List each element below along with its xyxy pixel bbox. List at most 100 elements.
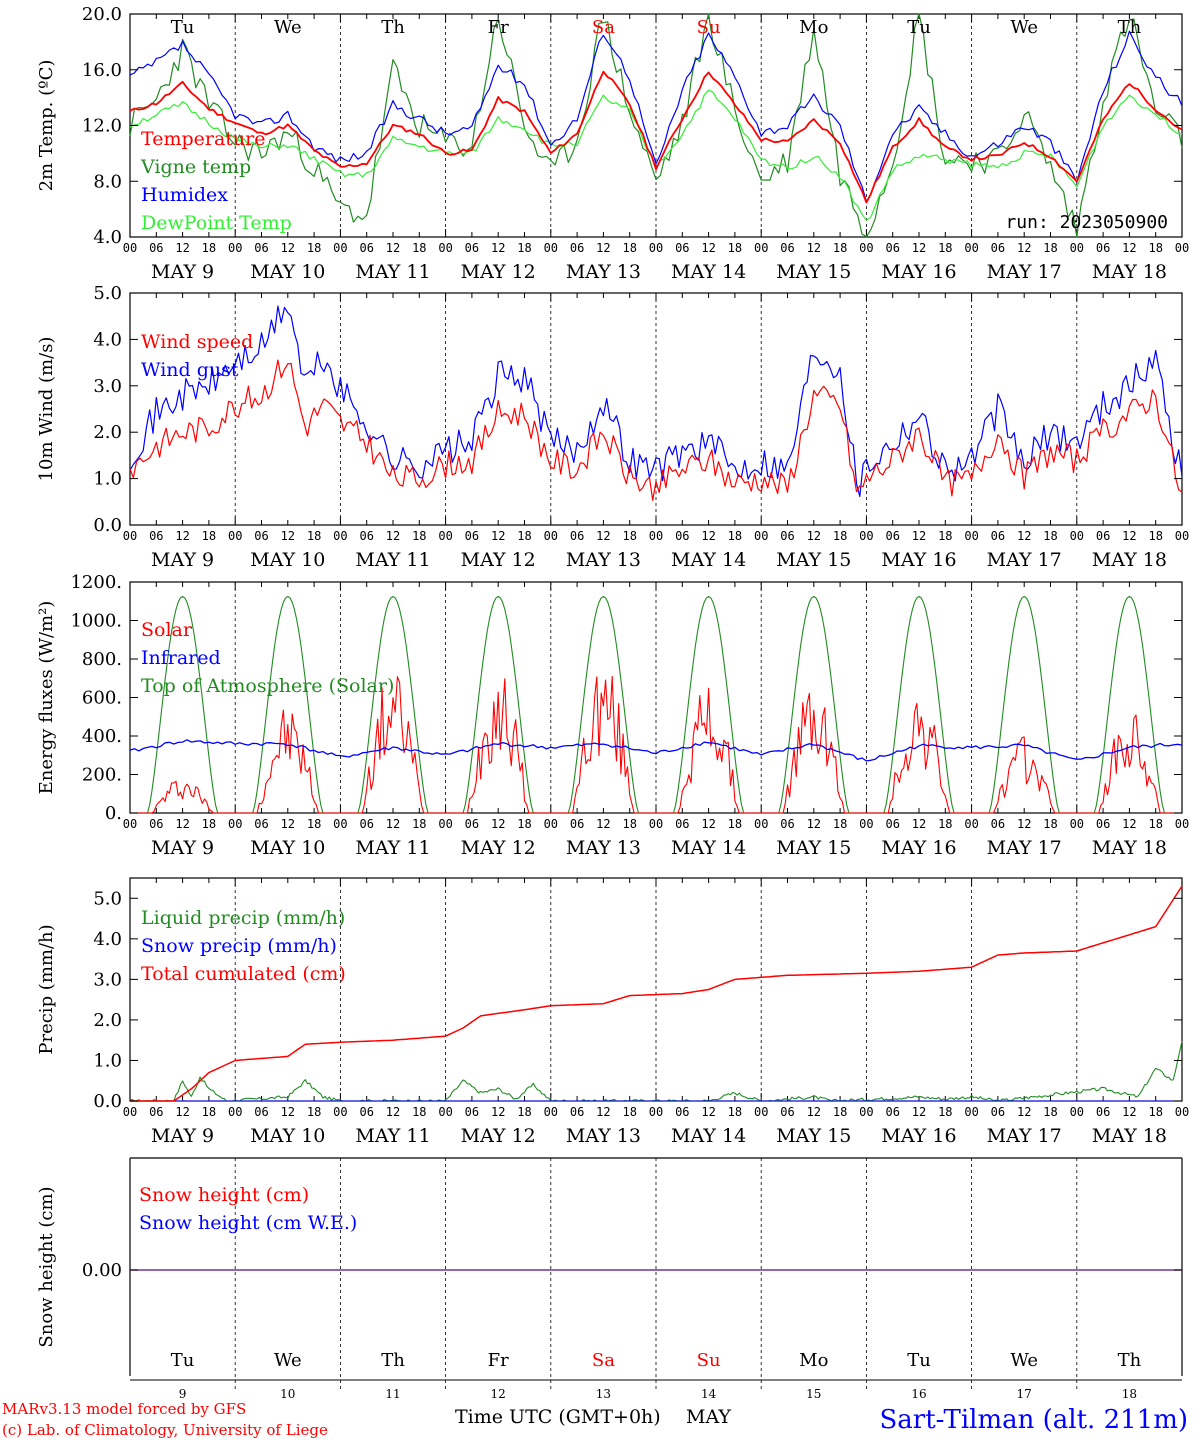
hour-tick-label: 18 — [1043, 817, 1057, 831]
run-label: run: 2023050900 — [1005, 212, 1168, 233]
hour-tick-label: 12 — [175, 1105, 189, 1119]
hour-tick-label: 18 — [202, 1105, 216, 1119]
hour-tick-label: 00 — [544, 529, 558, 543]
hour-tick-label: 12 — [1017, 817, 1031, 831]
hour-tick-label: 12 — [701, 817, 715, 831]
y-tick-label: 0.00 — [82, 1260, 122, 1281]
hour-tick-label: 06 — [1096, 529, 1110, 543]
hour-tick-label: 18 — [202, 817, 216, 831]
hour-tick-label: 18 — [938, 241, 952, 255]
hour-tick-label: 00 — [754, 1105, 768, 1119]
hour-tick-label: 06 — [675, 1105, 689, 1119]
hour-tick-label: 06 — [359, 241, 373, 255]
hour-tick-label: 12 — [1017, 241, 1031, 255]
date-label: MAY 11 — [355, 837, 430, 859]
hour-tick-label: 18 — [412, 817, 426, 831]
hour-tick-label: 00 — [123, 529, 137, 543]
hour-tick-label: 00 — [649, 1105, 663, 1119]
series-line-blue — [129, 30, 1183, 202]
hour-tick-label: 06 — [359, 817, 373, 831]
y-axis-label: 2m Temp. (ºC) — [36, 60, 57, 192]
y-tick-label: 2.0 — [93, 1010, 122, 1031]
station-label: Sart-Tilman (alt. 211m) — [879, 1405, 1188, 1435]
y-tick-label: 600. — [82, 688, 122, 709]
hour-tick-label: 00 — [123, 1105, 137, 1119]
date-label: MAY 10 — [250, 1125, 325, 1147]
hour-tick-label: 06 — [570, 817, 584, 831]
hour-tick-label: 18 — [938, 817, 952, 831]
hour-tick-label: 00 — [123, 241, 137, 255]
hour-tick-label: 00 — [438, 529, 452, 543]
series-line-blue — [129, 305, 1183, 498]
hour-tick-label: 18 — [202, 241, 216, 255]
date-label: MAY 9 — [151, 261, 214, 283]
date-label: MAY 12 — [461, 261, 536, 283]
hour-tick-label: 18 — [412, 1105, 426, 1119]
y-tick-label: 1200. — [70, 572, 122, 593]
hour-tick-label: 06 — [675, 241, 689, 255]
credit-line-1: MARv3.13 model forced by GFS — [2, 1400, 246, 1418]
y-tick-label: 1.0 — [93, 1050, 122, 1071]
weekday-label: Mo — [799, 17, 828, 38]
hour-tick-label: 06 — [465, 817, 479, 831]
hour-tick-label: 12 — [807, 241, 821, 255]
day-number-label: 12 — [491, 1387, 506, 1401]
legend-entry: Infrared — [141, 647, 221, 669]
hour-tick-label: 06 — [675, 817, 689, 831]
date-label: MAY 15 — [776, 1125, 851, 1147]
hour-tick-label: 12 — [281, 817, 295, 831]
day-number-label: 11 — [385, 1387, 400, 1401]
hour-tick-label: 18 — [517, 817, 531, 831]
hour-tick-label: 00 — [123, 817, 137, 831]
hour-tick-label: 12 — [596, 817, 610, 831]
y-tick-label: 20.0 — [82, 4, 122, 25]
hour-tick-label: 12 — [281, 241, 295, 255]
date-label: MAY 14 — [671, 261, 746, 283]
date-label: MAY 10 — [250, 549, 325, 571]
series-line-green — [129, 13, 1183, 238]
hour-tick-label: 06 — [1096, 241, 1110, 255]
hour-tick-label: 00 — [859, 241, 873, 255]
legend-entry: Temperature — [141, 128, 265, 150]
date-label: MAY 9 — [151, 1125, 214, 1147]
y-tick-label: 8.0 — [93, 171, 122, 192]
weekday-label: We — [1010, 17, 1038, 38]
date-label: MAY 16 — [881, 261, 956, 283]
weekday-label: Mo — [799, 1350, 828, 1371]
date-label: MAY 18 — [1092, 261, 1167, 283]
hour-tick-label: 00 — [333, 1105, 347, 1119]
weekday-label: Su — [697, 1350, 721, 1371]
weekday-label: Tu — [907, 17, 931, 38]
day-number-label: 10 — [280, 1387, 295, 1401]
hour-tick-label: 18 — [517, 529, 531, 543]
hour-tick-label: 00 — [859, 1105, 873, 1119]
hour-tick-label: 00 — [1070, 241, 1084, 255]
y-tick-label: 5.0 — [93, 283, 122, 304]
y-tick-label: 1000. — [70, 611, 122, 632]
x-axis-label: Time UTC (GMT+0h) — [455, 1406, 661, 1428]
hour-tick-label: 00 — [544, 241, 558, 255]
hour-tick-label: 06 — [991, 241, 1005, 255]
date-label: MAY 14 — [671, 837, 746, 859]
hour-tick-label: 12 — [491, 241, 505, 255]
date-label: MAY 11 — [355, 261, 430, 283]
hour-tick-label: 06 — [991, 817, 1005, 831]
hour-tick-label: 06 — [885, 241, 899, 255]
y-tick-label: 4.0 — [93, 929, 122, 950]
date-label: MAY 12 — [461, 549, 536, 571]
hour-tick-label: 18 — [517, 241, 531, 255]
weekday-label: Sa — [592, 17, 615, 38]
hour-tick-label: 12 — [1122, 817, 1136, 831]
hour-tick-label: 12 — [912, 1105, 926, 1119]
hour-tick-label: 00 — [544, 1105, 558, 1119]
date-label: MAY 17 — [987, 1125, 1062, 1147]
date-label: MAY 14 — [671, 549, 746, 571]
hour-tick-label: 06 — [254, 1105, 268, 1119]
hour-tick-label: 12 — [491, 529, 505, 543]
y-tick-label: 400. — [82, 726, 122, 747]
hour-tick-label: 00 — [964, 529, 978, 543]
day-number-label: 18 — [1122, 1387, 1137, 1401]
hour-tick-label: 06 — [570, 529, 584, 543]
hour-tick-label: 00 — [333, 241, 347, 255]
